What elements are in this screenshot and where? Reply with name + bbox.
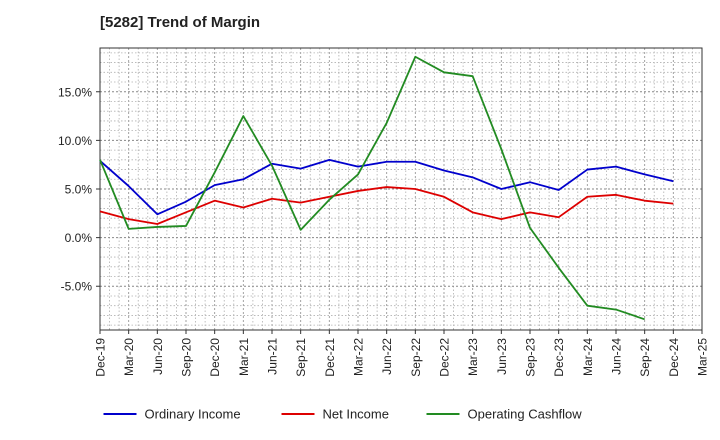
x-tick-label: Jun-21: [266, 338, 280, 375]
legend-label: Ordinary Income: [145, 407, 241, 422]
x-tick-label: Mar-25: [696, 338, 710, 376]
y-tick-label: 0.0%: [65, 231, 93, 245]
x-tick-label: Sep-21: [294, 338, 308, 377]
axis-layer: -5.0% 0.0% 5.0% 10.0% 15.0% Dec-19 Mar-20 Jun-2…: [58, 47, 710, 377]
x-tick-label: Jun-22: [380, 338, 394, 375]
legend-label: Operating Cashflow: [468, 407, 583, 422]
series-layer: [99, 55, 674, 321]
series-line-ordinary-income: [99, 158, 674, 216]
series-line-operating-cashflow: [99, 55, 645, 321]
x-tick-label: Mar-21: [237, 338, 251, 376]
x-tick-label: Mar-23: [466, 338, 480, 376]
y-tick-label: -5.0%: [61, 280, 93, 294]
x-tick-label: Mar-22: [352, 338, 366, 376]
y-tick-label: 5.0%: [65, 183, 93, 197]
x-tick-label: Dec-19: [94, 338, 108, 377]
x-tick-label: Sep-24: [638, 338, 652, 377]
legend-label: Net Income: [323, 407, 389, 422]
x-tick-label: Dec-22: [438, 338, 452, 377]
x-tick-label: Mar-24: [581, 338, 595, 376]
x-tick-label: Sep-20: [180, 338, 194, 377]
x-tick-label: Jun-20: [151, 338, 165, 375]
x-tick-label: Dec-21: [323, 338, 337, 377]
y-tick-label: 10.0%: [58, 134, 92, 148]
x-tick-label: Dec-24: [667, 338, 681, 377]
y-tick-label: 15.0%: [58, 85, 92, 99]
x-tick-label: Dec-20: [208, 338, 222, 377]
x-tick-label: Dec-23: [552, 338, 566, 377]
x-tick-label: Jun-24: [610, 338, 624, 375]
x-tick-label: Sep-22: [409, 338, 423, 377]
x-tick-label: Jun-23: [495, 338, 509, 375]
legend: Ordinary Income Net Income Operating Cashf…: [103, 407, 583, 422]
chart-title: [5282] Trend of Margin: [100, 14, 261, 31]
x-tick-label: Mar-20: [122, 338, 136, 376]
x-tick-label: Sep-23: [524, 338, 538, 377]
plot-border: [99, 47, 703, 331]
